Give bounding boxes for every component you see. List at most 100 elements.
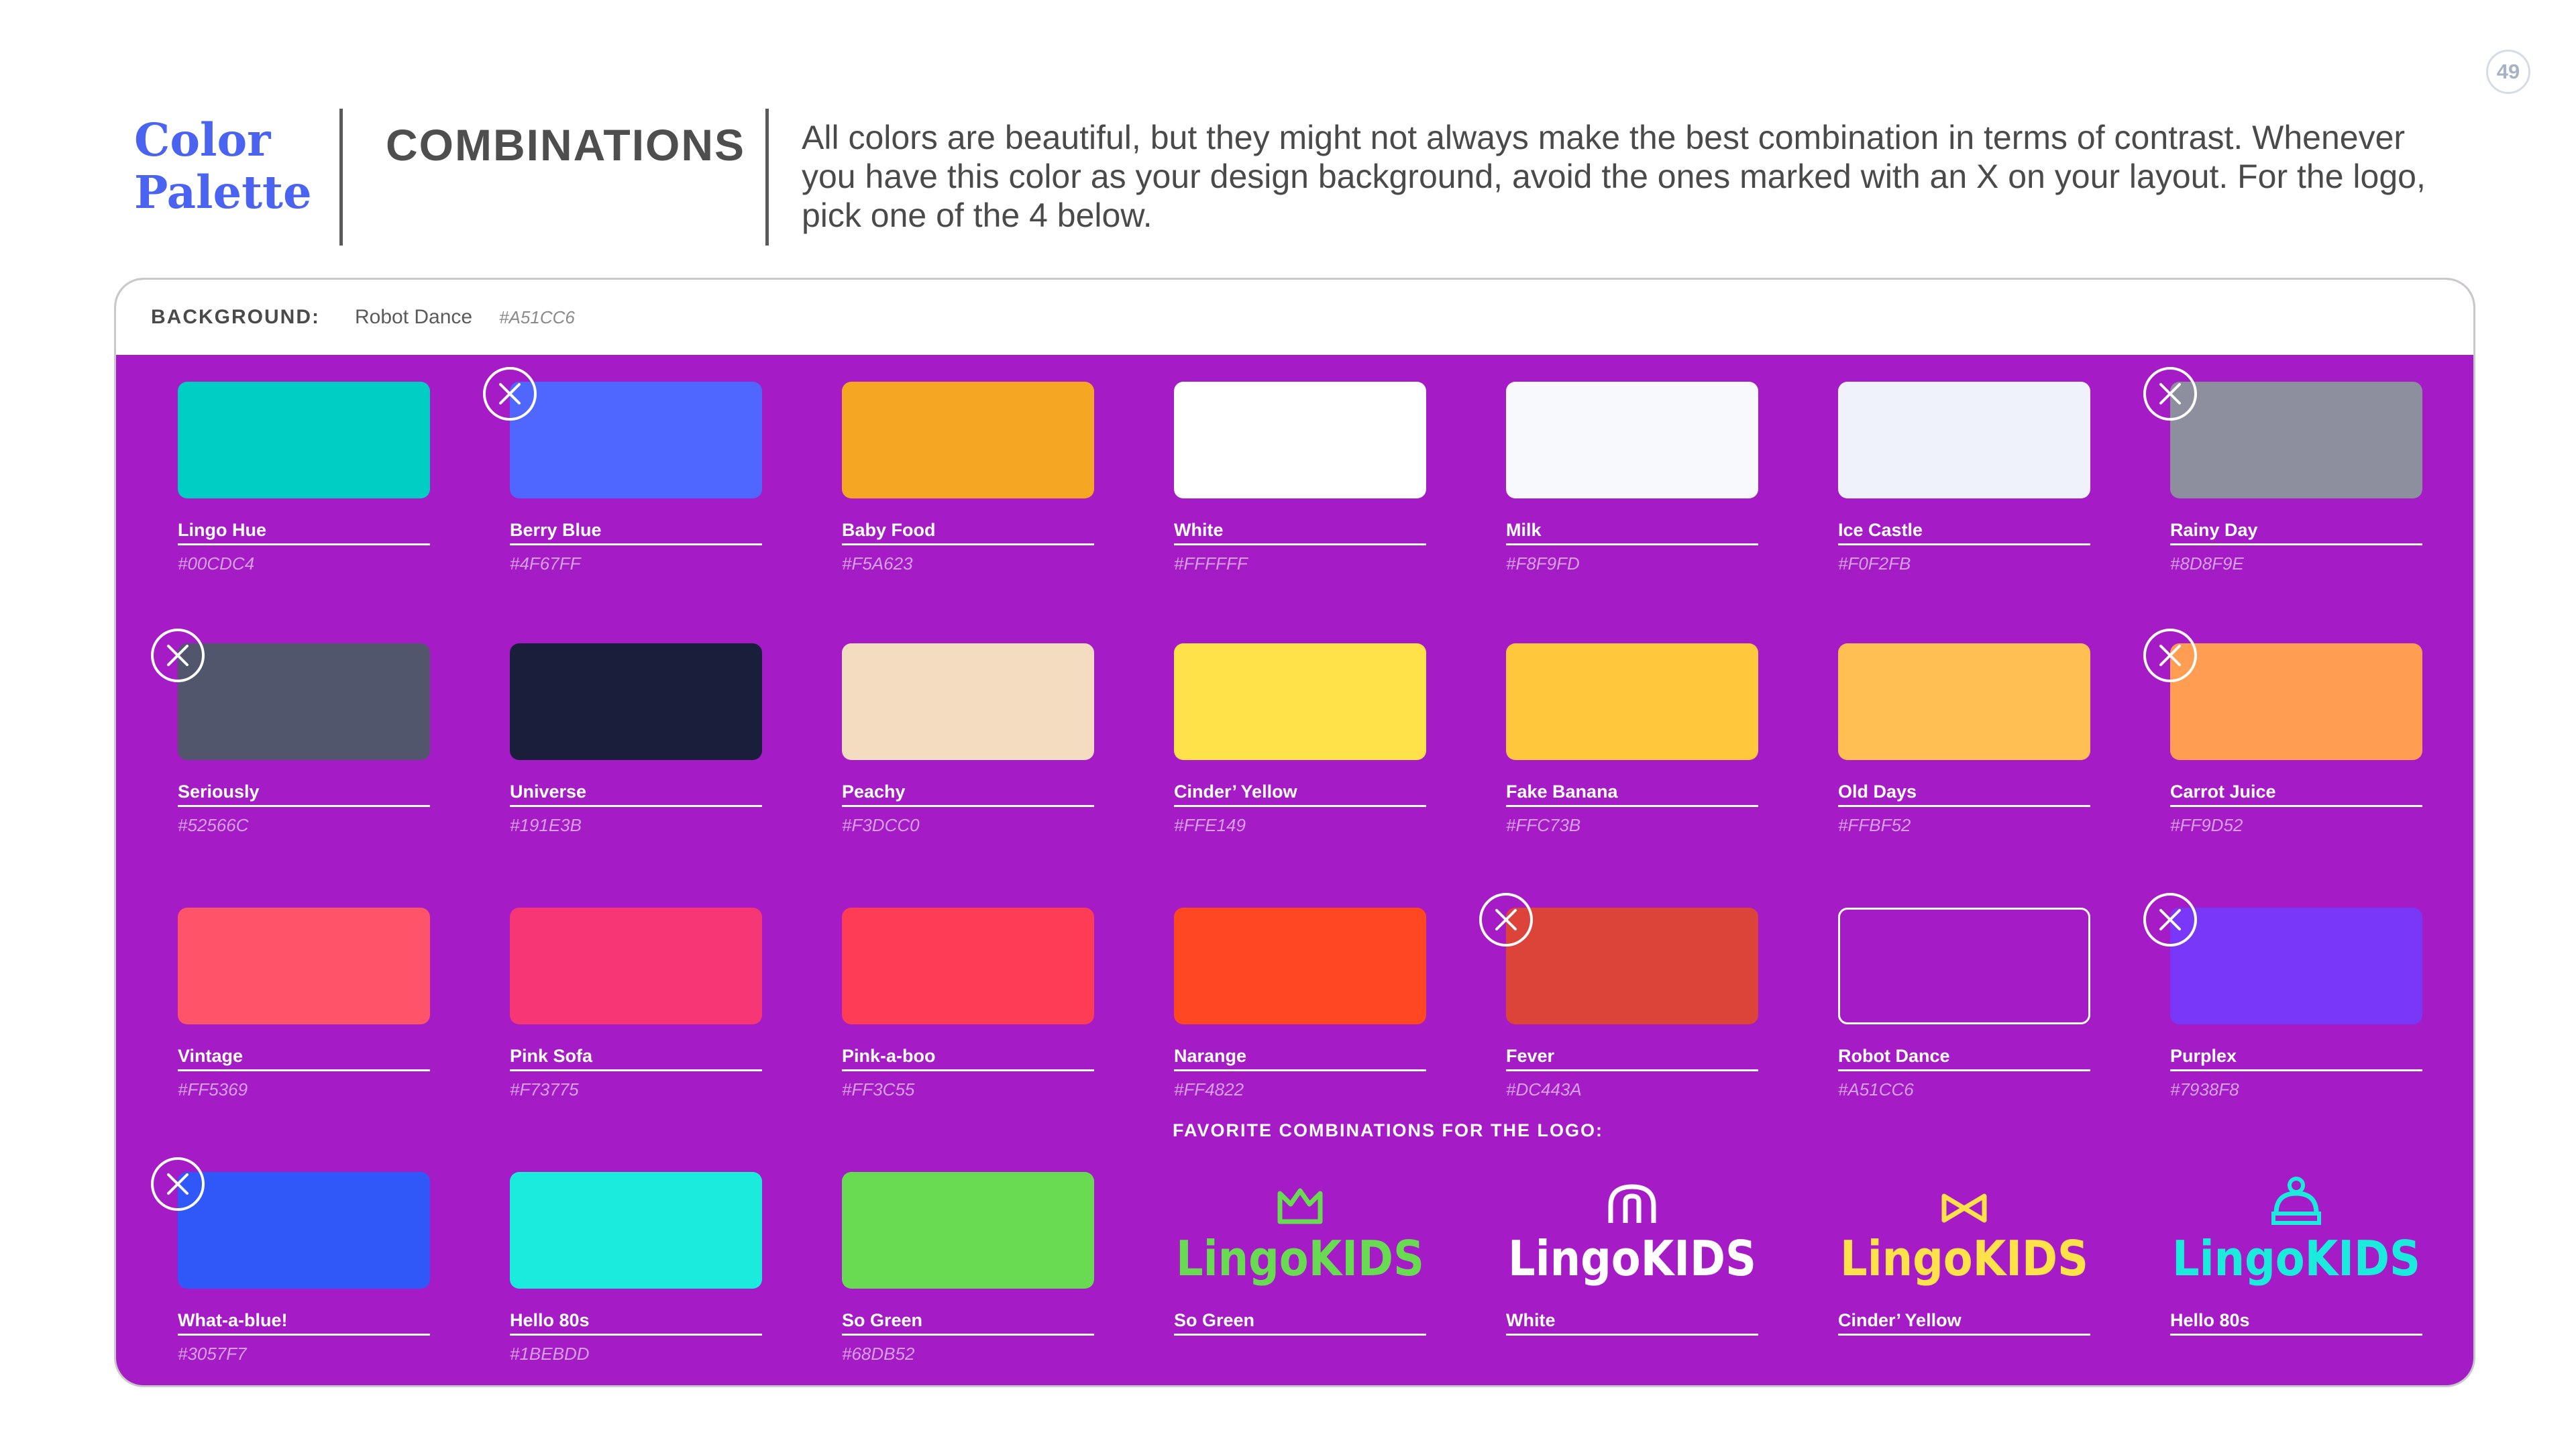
subtitle-divider	[765, 109, 769, 246]
logo-combination-name: White	[1506, 1310, 1758, 1336]
logo-section-label: FAVORITE COMBINATIONS FOR THE LOGO:	[1173, 1120, 1603, 1140]
swatch-color-box	[2170, 908, 2422, 1024]
swatch-name: Cinder’ Yellow	[1174, 782, 1426, 807]
swatch-color-box	[1838, 382, 2090, 498]
swatch-name: Fake Banana	[1506, 782, 1758, 807]
logo-wordmark: LingoKIDS	[2172, 1230, 2420, 1287]
swatch-color-box	[1506, 643, 1758, 760]
lingokids-logo: LingoKIDS	[2172, 1177, 2420, 1287]
logo-wordmark: LingoKIDS	[1840, 1230, 2088, 1287]
swatch-color-box	[1838, 643, 2090, 760]
swatch-hex: #F5A623	[842, 553, 913, 574]
swatch-color-box	[842, 1172, 1094, 1289]
lingokids-logo: LingoKIDS	[1508, 1184, 1756, 1287]
swatch-hex: #A51CC6	[1838, 1079, 1914, 1099]
lingokids-logo: LingoKIDS	[1176, 1188, 1424, 1287]
swatch-hex: #7938F8	[2170, 1079, 2239, 1099]
swatch-color-box	[1174, 643, 1426, 760]
logo-wordmark: LingoKIDS	[1508, 1230, 1756, 1287]
swatch-name: So Green	[842, 1310, 1094, 1336]
swatch-color-box	[842, 643, 1094, 760]
swatch-name: Universe	[510, 782, 762, 807]
swatch-hex: #68DB52	[842, 1344, 915, 1364]
swatch-hex: #FF5369	[178, 1079, 248, 1099]
swatch-name: Rainy Day	[2170, 520, 2422, 545]
palette-panel: BACKGROUND: Robot Dance #A51CC6 Lingo Hu…	[114, 278, 2475, 1387]
swatch-name: Lingo Hue	[178, 520, 430, 545]
swatch-hex: #FFE149	[1174, 815, 1246, 835]
background-name: Robot Dance	[354, 306, 473, 328]
swatch-hex: #191E3B	[510, 815, 582, 835]
swatch-color-box	[510, 1172, 762, 1289]
avoid-x-icon	[1479, 893, 1533, 947]
swatch-name: White	[1174, 520, 1426, 545]
avoid-x-icon	[151, 629, 205, 682]
swatch-name: Robot Dance	[1838, 1046, 2090, 1071]
background-hex: #A51CC6	[499, 307, 575, 327]
swatch-name: Purplex	[2170, 1046, 2422, 1071]
swatch-name: Fever	[1506, 1046, 1758, 1071]
avoid-x-icon	[151, 1157, 205, 1211]
swatch-hex: #DC443A	[1506, 1079, 1582, 1099]
swatch-name: Berry Blue	[510, 520, 762, 545]
swatch-name: Hello 80s	[510, 1310, 762, 1336]
swatch-name: What-a-blue!	[178, 1310, 430, 1336]
swatch-color-box	[1506, 382, 1758, 498]
swatch-color-box	[1838, 908, 2090, 1024]
swatch-hex: #3057F7	[178, 1344, 247, 1364]
background-label: BACKGROUND:	[151, 306, 320, 328]
swatch-hex: #FF9D52	[2170, 815, 2243, 835]
swatch-color-box	[1174, 382, 1426, 498]
swatch-hex: #FF4822	[1174, 1079, 1244, 1099]
avoid-x-icon	[2143, 629, 2197, 682]
swatch-name: Pink-a-boo	[842, 1046, 1094, 1071]
swatch-color-box	[178, 643, 430, 760]
intro-text: All colors are beautiful, but they might…	[802, 119, 2426, 234]
swatch-hex: #1BEBDD	[510, 1344, 590, 1364]
swatch-hex: #FFFFFF	[1174, 553, 1248, 574]
section-title: Color Palette	[134, 113, 312, 219]
swatch-name: Seriously	[178, 782, 430, 807]
swatch-hex: #F3DCC0	[842, 815, 920, 835]
title-divider	[339, 109, 343, 246]
swatch-color-box	[2170, 643, 2422, 760]
avoid-x-icon	[2143, 367, 2197, 421]
swatch-hex: #F0F2FB	[1838, 553, 1911, 574]
swatch-name: Carrot Juice	[2170, 782, 2422, 807]
swatch-name: Pink Sofa	[510, 1046, 762, 1071]
logo-combination-name: Cinder’ Yellow	[1838, 1310, 2090, 1336]
swatch-hex: #00CDC4	[178, 553, 255, 574]
swatch-color-box	[510, 382, 762, 498]
page-number: 49	[2486, 50, 2530, 94]
swatch-color-box	[842, 382, 1094, 498]
avoid-x-icon	[483, 367, 537, 421]
swatch-name: Baby Food	[842, 520, 1094, 545]
swatch-color-box	[178, 908, 430, 1024]
avoid-x-icon	[2143, 893, 2197, 947]
panel-header: BACKGROUND: Robot Dance #A51CC6	[116, 280, 2473, 355]
logo-combination-name: So Green	[1174, 1310, 1426, 1336]
swatch-hex: #FFBF52	[1838, 815, 1911, 835]
swatch-hex: #FF3C55	[842, 1079, 915, 1099]
swatch-color-box	[178, 1172, 430, 1289]
lingokids-logo: LingoKIDS	[1840, 1193, 2088, 1287]
logo-combination-name: Hello 80s	[2170, 1310, 2422, 1336]
swatch-name: Milk	[1506, 520, 1758, 545]
swatch-hex: #FFC73B	[1506, 815, 1581, 835]
swatch-hex: #F73775	[510, 1079, 579, 1099]
swatch-name: Vintage	[178, 1046, 430, 1071]
swatch-color-box	[1174, 908, 1426, 1024]
swatch-color-box	[1506, 908, 1758, 1024]
swatch-color-box	[178, 382, 430, 498]
swatch-hex: #4F67FF	[510, 553, 581, 574]
swatch-hex: #8D8F9E	[2170, 553, 2244, 574]
logo-wordmark: LingoKIDS	[1176, 1230, 1424, 1287]
swatch-color-box	[510, 643, 762, 760]
swatch-name: Ice Castle	[1838, 520, 2090, 545]
swatch-color-box	[510, 908, 762, 1024]
swatch-hex: #F8F9FD	[1506, 553, 1580, 574]
swatch-hex: #52566C	[178, 815, 249, 835]
swatch-name: Old Days	[1838, 782, 2090, 807]
swatch-color-box	[842, 908, 1094, 1024]
swatch-name: Peachy	[842, 782, 1094, 807]
